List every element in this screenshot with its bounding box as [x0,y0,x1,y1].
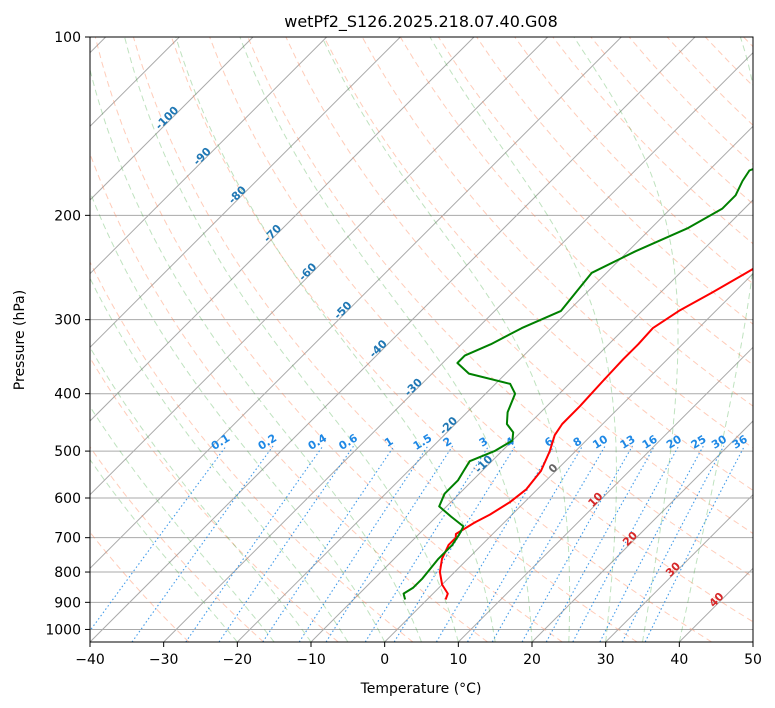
moist-adiabat-line [90,190,386,642]
moist-adiabat-line [90,458,238,642]
dry-adiabat-line [514,37,753,285]
dry-adiabat-line [94,37,563,642]
isotherm-line [236,125,753,642]
moist-adiabat-line [90,67,422,642]
x-tick-label: −10 [296,652,326,668]
mixing-ratio-line [218,445,355,642]
isotherm-line [384,272,753,642]
isotherm-line [90,37,696,642]
y-tick-label: 600 [54,491,81,507]
dry-adiabat-line [247,37,753,578]
x-tick-label: −40 [75,652,105,668]
isotherm-line [457,346,753,642]
moist-adiabat-line [175,37,496,642]
mixing-ratio-line [621,445,725,642]
mixing-ratio-line [644,445,746,642]
moist-adiabat-line [90,277,349,642]
x-tick-label: 0 [380,652,389,668]
mixing-ratio-line [298,445,429,642]
dry-adiabat-line [90,260,414,642]
y-tick-label: 1000 [45,622,81,638]
adiabat-lines [90,37,753,642]
mixing-ratio-line [393,445,516,642]
isotherm-line [605,493,753,642]
isotherm-line [90,37,254,201]
dry-adiabat-line [476,37,753,325]
dry-adiabat-line [132,37,638,642]
mixing-ratio-line [185,445,324,642]
moist-adiabat-line [321,37,571,642]
y-tick-label: 300 [54,313,81,329]
profile-traces [402,167,753,600]
isotherm-grid [90,37,753,642]
x-tick-label: 20 [523,652,541,668]
x-tick-label: 10 [449,652,467,668]
isotherm-line [90,37,622,570]
y-tick-label: 500 [54,444,81,460]
mixing-ratio-line [262,445,395,642]
moist-adiabat-line [573,37,679,642]
y-tick-label: 400 [54,387,81,403]
y-axis-label: Pressure (hPa) [12,290,28,390]
isotherm-line [90,37,328,275]
y-tick-label: 700 [54,531,81,547]
mixing-ratio-line [521,445,633,642]
isotherm-line [163,51,753,642]
y-tick-label: 800 [54,565,81,581]
dry-adiabat-line [285,37,753,535]
isotherm-line [531,420,753,642]
temperature-trace [438,267,753,600]
x-axis-ticks: −40 −30 −20 −10 0 10 20 30 40 50 [75,642,762,668]
isotherm-line [90,37,549,496]
dry-adiabat-line [90,356,339,642]
moist-adiabat-line [124,37,459,642]
dry-adiabat-line [323,37,753,491]
y-axis-ticks: 100 200 300 400 500 600 700 800 900 1000 [45,30,90,638]
isotherm-line [310,199,753,642]
dry-adiabat-line [209,37,753,623]
x-tick-label: −20 [223,652,253,668]
mixing-ratio-line [467,445,584,642]
moist-adiabat-line [90,405,275,642]
x-tick-label: 30 [597,652,615,668]
mixing-ratio-lines [90,445,746,642]
moist-adiabat-line [239,37,533,642]
moist-adiabat-line [429,37,617,642]
isotherm-line [90,37,475,422]
dewpoint-trace [402,167,753,600]
isotherm-line [90,37,401,349]
mixing-ratio-line [435,445,555,642]
x-tick-label: 50 [744,652,762,668]
moist-adiabat-line [678,37,753,642]
dry-adiabat-line [90,446,264,642]
mixing-ratio-line [325,445,454,642]
dry-adiabat-line [171,37,712,642]
x-tick-label: 40 [670,652,688,668]
mixing-ratio-line [131,445,274,642]
mixing-ratio-line [364,445,490,642]
plot-frame [89,36,754,643]
mixing-ratio-line [545,445,656,642]
chart-title: wetPf2_S126.2025.218.07.40.G08 [284,12,558,32]
y-tick-label: 200 [54,208,81,224]
y-tick-label: 100 [54,30,81,46]
x-axis-label: Temperature (°C) [360,681,482,697]
x-tick-label: −30 [149,652,179,668]
y-tick-label: 900 [54,595,81,611]
moist-adiabat-line [90,346,312,642]
